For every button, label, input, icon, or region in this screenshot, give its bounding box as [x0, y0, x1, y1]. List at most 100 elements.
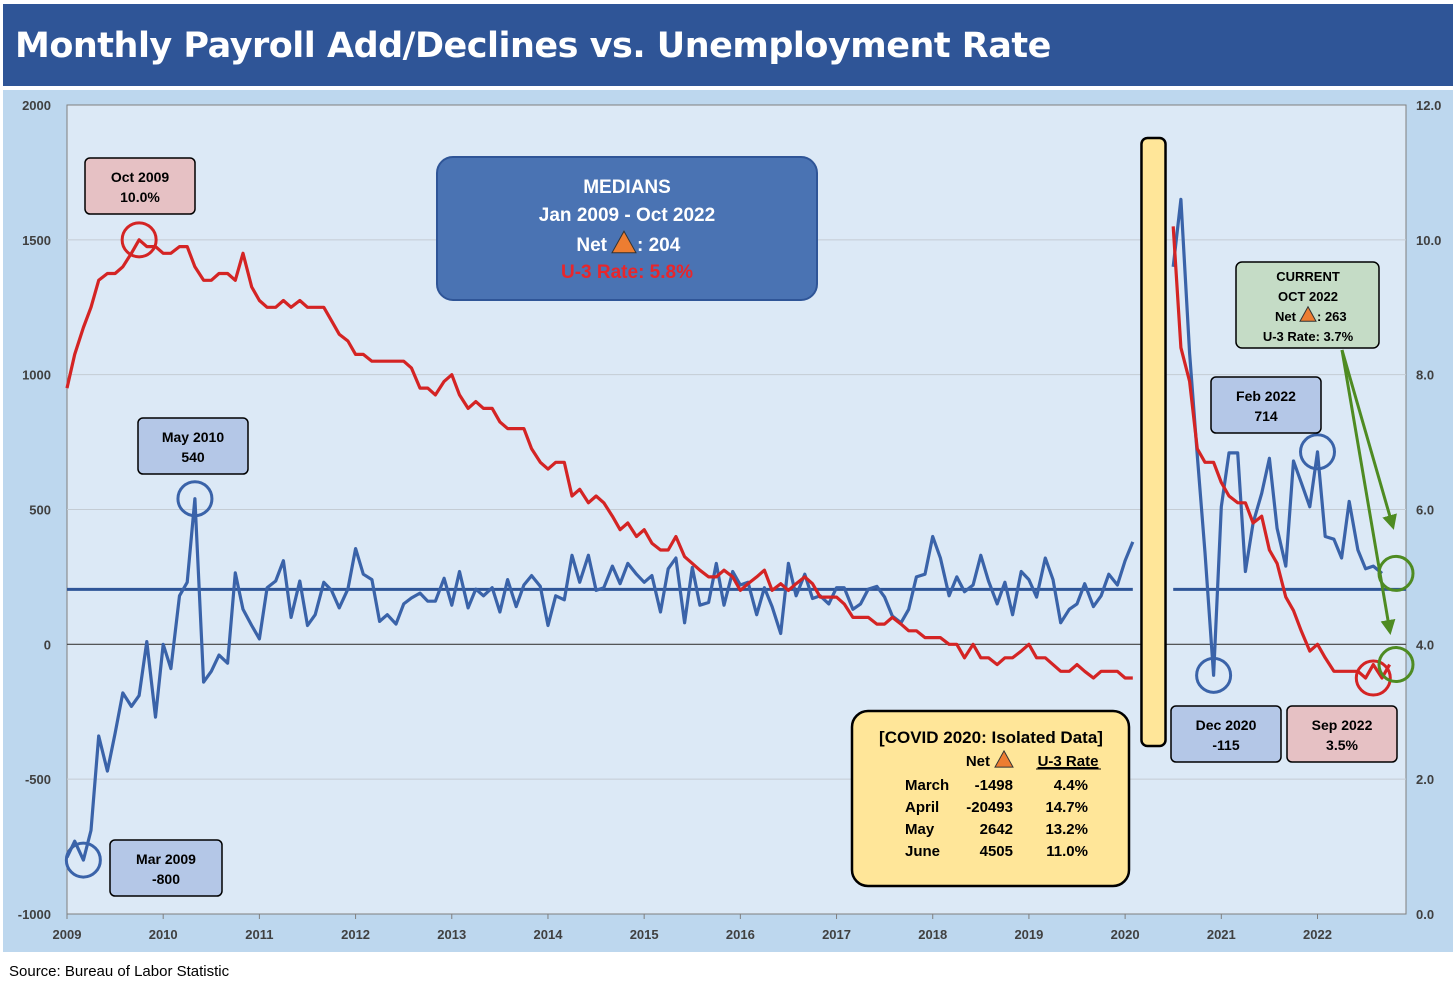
x-tick-label: 2017 — [822, 927, 851, 942]
y-right-tick-label: 0.0 — [1416, 907, 1434, 922]
current-marker-circle — [1377, 554, 1415, 592]
callout-box: Sep 2022 3.5% — [1286, 705, 1398, 763]
x-tick-label: 2011 — [245, 927, 273, 942]
y-right-tick-label: 2.0 — [1416, 772, 1434, 787]
series-layer — [65, 197, 1406, 862]
callout-label: Oct 2009 — [111, 169, 170, 185]
x-tick-label: 2014 — [534, 927, 564, 942]
covid-gap-band — [1140, 136, 1167, 748]
y-right-tick-label: 4.0 — [1416, 637, 1434, 652]
callout-marker-circle — [1299, 433, 1337, 471]
current-title: CURRENT — [1276, 269, 1340, 284]
covid-row-rate: 11.0% — [1046, 843, 1088, 860]
callout-label: Feb 2022 — [1236, 388, 1296, 404]
title-bar: Monthly Payroll Add/Declines vs. Unemplo… — [3, 4, 1453, 86]
callout-box: Feb 2022 714 — [1210, 376, 1322, 434]
covid-col-net: Net — [966, 753, 990, 770]
y-right-tick-label: 8.0 — [1416, 368, 1434, 383]
medians-rate: U-3 Rate: 5.8% — [561, 262, 693, 283]
current-arrow — [1340, 349, 1396, 635]
callout-value: -115 — [1212, 737, 1239, 753]
medians-box-bg — [436, 156, 818, 301]
covid-box-bg — [850, 709, 1131, 888]
covid-row-month: March — [905, 777, 949, 794]
covid-row-net: -1498 — [975, 777, 1013, 794]
annotation-layer: Oct 2009 10.0% May 2010 540 Mar 2009 -800 Feb … — [64, 156, 1415, 897]
medians-box: MEDIANS Jan 2009 - Oct 2022 Net : 204 U-3 Ra… — [436, 156, 818, 301]
delta-triangle-icon — [1299, 305, 1317, 322]
medians-net-label: Net — [576, 235, 607, 256]
callout-label: Dec 2020 — [1196, 717, 1257, 733]
covid-row-rate: 4.4% — [1054, 777, 1088, 794]
current-rate: U-3 Rate: 3.7% — [1263, 329, 1354, 344]
current-arrow — [1340, 349, 1397, 530]
callout-box: Dec 2020 -115 — [1170, 705, 1282, 763]
covid-title: [COVID 2020: Isolated Data] — [879, 728, 1103, 747]
current-net-value: : 263 — [1317, 309, 1347, 324]
callout-label: May 2010 — [162, 429, 224, 445]
callout-value: 714 — [1254, 408, 1278, 424]
x-tick-label: 2010 — [149, 927, 178, 942]
current-date: OCT 2022 — [1278, 289, 1338, 304]
callout-marker-circle — [1354, 659, 1392, 697]
callout-value: 10.0% — [120, 189, 160, 205]
covid-row-month: May — [905, 821, 935, 838]
callout-label: Mar 2009 — [136, 851, 196, 867]
y-left-tick-label: 500 — [29, 503, 51, 518]
unemployment-series-line — [1171, 226, 1391, 680]
x-tick-label: 2021 — [1207, 927, 1236, 942]
x-tick-label: 2012 — [341, 927, 370, 942]
callout-box: May 2010 540 — [137, 417, 249, 475]
current-net-label: Net — [1275, 309, 1297, 324]
y-left-tick-label: 1500 — [22, 233, 51, 248]
callout-marker-circle — [64, 841, 102, 879]
y-left-tick-label: 0 — [44, 637, 51, 652]
chart-title: Monthly Payroll Add/Declines vs. Unemplo… — [15, 26, 1051, 66]
x-tick-label: 2013 — [437, 927, 466, 942]
callout-box-bg — [84, 157, 196, 215]
delta-triangle-icon — [611, 230, 637, 254]
current-marker-circle — [1377, 646, 1415, 684]
callout-marker-circle — [1195, 656, 1233, 694]
plot-area — [66, 104, 1407, 915]
covid-row-month: April — [905, 799, 939, 816]
covid-col-rate: U-3 Rate — [1038, 753, 1099, 770]
covid-row-month: June — [905, 843, 940, 860]
callout-box-bg — [1286, 705, 1398, 763]
gridlines — [67, 239, 1406, 780]
covid-gap-layer — [1140, 136, 1167, 748]
y-right-tick-label: 10.0 — [1416, 233, 1441, 248]
callout-box: Mar 2009 -800 — [109, 839, 223, 897]
callout-label: Sep 2022 — [1312, 717, 1373, 733]
callout-value: -800 — [152, 871, 180, 887]
x-tick-label: 2016 — [726, 927, 755, 942]
callout-marker-circle — [120, 221, 158, 259]
callout-box-bg — [137, 417, 249, 475]
covid-row-net: -20493 — [966, 799, 1013, 816]
y-left-tick-label: 1000 — [22, 368, 51, 383]
callout-value: 3.5% — [1326, 737, 1358, 753]
medians-net-value: : 204 — [637, 235, 681, 256]
callout-marker-circle — [176, 480, 214, 518]
medians-period: Jan 2009 - Oct 2022 — [539, 205, 715, 226]
callout-box-bg — [109, 839, 223, 897]
x-tick-label: 2022 — [1303, 927, 1332, 942]
medians-title: MEDIANS — [583, 177, 671, 198]
delta-triangle-icon — [994, 749, 1014, 768]
covid-box: [COVID 2020: Isolated Data] Net U-3 Rate Ma… — [850, 709, 1131, 888]
x-tick-label: 2015 — [630, 927, 659, 942]
callout-box-bg — [1210, 376, 1322, 434]
x-tick-label: 2019 — [1014, 927, 1043, 942]
chart-area-background — [3, 90, 1453, 952]
unemployment-series-line — [65, 238, 1133, 680]
axes: 2000 1500 1000 500 0 -500 -1000 12.0 10.0 8.0 6.0 4… — [18, 98, 1442, 942]
y-left-tick-label: -500 — [25, 772, 51, 787]
current-box: CURRENT OCT 2022 Net : 263 U-3 Rate: 3.7% — [1235, 261, 1380, 349]
payroll-series-line — [1171, 197, 1384, 677]
x-tick-label: 2018 — [918, 927, 947, 942]
x-tick-label: 2009 — [53, 927, 82, 942]
y-left-tick-label: -1000 — [18, 907, 51, 922]
current-box-bg — [1235, 261, 1380, 349]
